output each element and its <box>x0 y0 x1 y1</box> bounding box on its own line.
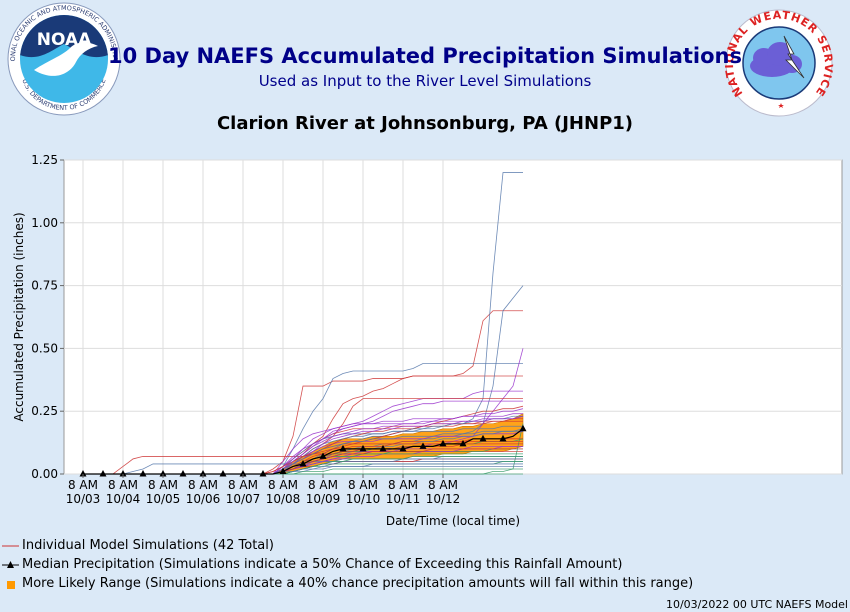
x-tick-date-label: 10/04 <box>106 492 141 506</box>
x-tick-time-label: 8 AM <box>68 478 98 492</box>
legend-individual-swatch <box>2 545 19 547</box>
x-tick-time-label: 8 AM <box>108 478 138 492</box>
y-axis-label: Accumulated Precipitation (inches) <box>12 212 26 421</box>
median-point <box>159 470 167 477</box>
median-point <box>479 434 487 442</box>
y-tick-label: 0.25 <box>31 404 58 418</box>
median-point <box>179 470 187 477</box>
x-tick-time-label: 8 AM <box>268 478 298 492</box>
legend-median: Median Precipitation (Simulations indica… <box>22 557 623 572</box>
median-point <box>339 444 347 452</box>
y-tick-label: 0.50 <box>31 341 58 355</box>
median-point <box>519 424 527 432</box>
x-tick-time-label: 8 AM <box>308 478 338 492</box>
median-point <box>199 470 207 477</box>
model-footer: 10/03/2022 00 UTC NAEFS Model <box>665 598 848 611</box>
median-point <box>99 470 107 477</box>
legend-range-swatch <box>7 581 15 589</box>
median-point <box>419 442 427 449</box>
median-point <box>399 444 407 452</box>
median-point <box>459 439 467 447</box>
median-point <box>219 470 227 477</box>
median-point <box>359 444 367 452</box>
x-tick-date-label: 10/05 <box>146 492 181 506</box>
station-title: Clarion River at Johnsonburg, PA (JHNP1) <box>216 113 634 134</box>
median-point <box>319 452 327 459</box>
y-tick-label: 1.25 <box>31 153 58 167</box>
median-point <box>299 459 307 467</box>
y-tick-label: 0.75 <box>31 279 58 293</box>
x-tick-date-label: 10/11 <box>386 492 421 506</box>
star-icon <box>778 103 784 108</box>
x-tick-date-label: 10/09 <box>306 492 341 506</box>
median-point <box>499 434 507 442</box>
x-tick-time-label: 8 AM <box>388 478 418 492</box>
page-title: 10 Day NAEFS Accumulated Precipitation S… <box>107 44 742 68</box>
median-point <box>439 439 447 447</box>
noaa-logo: NATIONAL OCEANIC AND ATMOSPHERIC ADMINIS… <box>4 0 121 116</box>
x-tick-date-label: 10/12 <box>426 492 461 506</box>
x-axis-label: Date/Time (local time) <box>386 514 520 528</box>
x-tick-date-label: 10/08 <box>266 492 301 506</box>
y-tick-label: 0.00 <box>31 467 58 481</box>
legend-range: More Likely Range (Simulations indicate … <box>22 576 694 591</box>
x-tick-time-label: 8 AM <box>348 478 378 492</box>
x-tick-date-label: 10/10 <box>346 492 381 506</box>
median-point <box>79 470 87 477</box>
noaa-logo-text: NOAA <box>37 30 92 50</box>
x-tick-date-label: 10/06 <box>186 492 221 506</box>
x-tick-time-label: 8 AM <box>428 478 458 492</box>
x-tick-time-label: 8 AM <box>188 478 218 492</box>
x-tick-date-label: 10/03 <box>66 492 101 506</box>
median-point <box>139 470 147 477</box>
page-subtitle: Used as Input to the River Level Simulat… <box>258 72 592 90</box>
y-tick-label: 1.00 <box>31 216 58 230</box>
median-point <box>379 444 387 452</box>
median-point <box>119 470 127 477</box>
lightning-icon <box>783 35 805 79</box>
median-point <box>259 470 267 477</box>
legend-individual: Individual Model Simulations (42 Total) <box>22 538 274 553</box>
x-tick-date-label: 10/07 <box>226 492 261 506</box>
median-point <box>279 467 287 474</box>
median-point <box>239 470 247 477</box>
plot-area <box>63 159 843 475</box>
nws-logo: NATIONAL WEATHER SERVICE <box>724 9 834 117</box>
x-tick-time-label: 8 AM <box>148 478 178 492</box>
noaa-gull-icon <box>34 42 98 76</box>
legend-median-swatch <box>2 561 19 568</box>
x-tick-time-label: 8 AM <box>228 478 258 492</box>
